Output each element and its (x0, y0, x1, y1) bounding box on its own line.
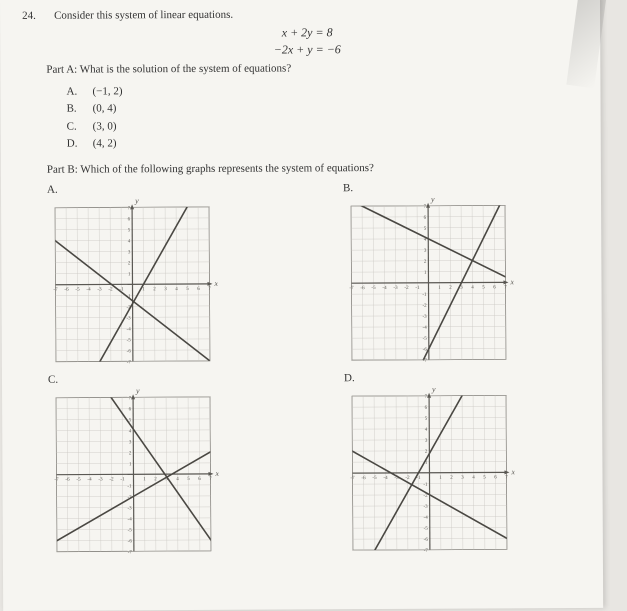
svg-text:-3: -3 (98, 477, 103, 482)
svg-text:-4: -4 (382, 286, 387, 291)
svg-text:-6: -6 (127, 349, 132, 354)
svg-text:-7: -7 (53, 288, 58, 293)
choice-text: (4, 2) (93, 136, 117, 154)
svg-text:-5: -5 (75, 288, 80, 293)
svg-text:x: x (510, 467, 514, 476)
choice-text: (−1, 2) (92, 83, 122, 101)
choice-d: D. (4, 2) (67, 133, 579, 153)
svg-text:-3: -3 (393, 286, 398, 291)
graph-cell-d: D. xy-7-6-5-4-3-2-112345671234567-1-2-3-… (344, 371, 581, 558)
svg-text:-4: -4 (86, 287, 91, 292)
graph-a: xy-7-6-5-4-3-2-112345671234567-1-2-3-4-5… (47, 199, 218, 370)
svg-text:y: y (431, 387, 436, 393)
svg-text:x: x (214, 469, 218, 478)
svg-text:-6: -6 (360, 286, 365, 291)
svg-text:-5: -5 (423, 337, 428, 342)
svg-text:x: x (509, 277, 513, 286)
svg-text:-6: -6 (424, 538, 429, 543)
svg-text:-2: -2 (423, 494, 428, 499)
svg-text:-7: -7 (350, 476, 355, 481)
graph-label-a: A. (47, 182, 283, 195)
worksheet-page: 24. Consider this system of linear equat… (0, 0, 603, 611)
svg-text:-4: -4 (128, 517, 133, 522)
svg-text:-7: -7 (127, 360, 132, 365)
equation-block: x + 2y = 8 −2x + y = −6 (36, 23, 578, 59)
svg-text:-3: -3 (423, 505, 428, 510)
graph-b: xy-7-6-5-4-3-2-112345671234567-1-2-3-4-5… (343, 197, 514, 368)
question-number: 24. (22, 10, 36, 22)
svg-text:-6: -6 (361, 476, 366, 481)
svg-text:-5: -5 (127, 338, 132, 343)
svg-text:y: y (430, 197, 435, 203)
svg-text:-5: -5 (372, 476, 377, 481)
svg-text:-1: -1 (127, 484, 132, 489)
svg-text:-3: -3 (127, 506, 132, 511)
svg-text:-7: -7 (128, 550, 133, 555)
choice-letter: C. (67, 118, 83, 136)
svg-text:-4: -4 (87, 477, 92, 482)
svg-text:-6: -6 (65, 478, 70, 483)
graph-label-b: B. (343, 181, 579, 194)
choice-text: (3, 0) (93, 118, 117, 136)
svg-text:-7: -7 (54, 478, 59, 483)
svg-text:-4: -4 (127, 327, 132, 332)
svg-text:-3: -3 (422, 315, 427, 320)
svg-text:-5: -5 (76, 478, 81, 483)
graph-c: xy-7-6-5-4-3-2-112345671234567-1-2-3-4-5… (48, 389, 219, 560)
svg-text:-5: -5 (371, 286, 376, 291)
choice-letter: B. (67, 101, 83, 119)
svg-text:-4: -4 (424, 516, 429, 521)
svg-text:7: 7 (208, 287, 211, 292)
svg-text:7: 7 (209, 477, 212, 482)
svg-text:7: 7 (505, 475, 508, 480)
svg-text:7: 7 (504, 285, 507, 290)
svg-text:-2: -2 (405, 476, 410, 481)
svg-text:-3: -3 (126, 316, 131, 321)
svg-text:-2: -2 (422, 304, 427, 309)
svg-text:-7: -7 (349, 286, 354, 291)
svg-text:-1: -1 (415, 286, 420, 291)
choice-text: (0, 4) (93, 101, 117, 119)
svg-text:-1: -1 (120, 477, 125, 482)
graph-label-c: C. (48, 372, 284, 385)
graphs-grid: A. xy-7-6-5-4-3-2-112345671234567-1-2-3-… (47, 181, 581, 560)
svg-text:y: y (135, 389, 140, 395)
graph-label-d: D. (344, 371, 580, 384)
question-stem: Consider this system of linear equations… (54, 7, 578, 22)
graph-cell-b: B. xy-7-6-5-4-3-2-112345671234567-1-2-3-… (343, 181, 580, 368)
svg-text:-4: -4 (423, 326, 428, 331)
svg-text:-6: -6 (128, 539, 133, 544)
svg-text:-5: -5 (128, 528, 133, 533)
svg-text:-1: -1 (423, 483, 428, 488)
svg-text:-7: -7 (424, 549, 429, 554)
svg-text:-5: -5 (424, 527, 429, 532)
svg-text:-3: -3 (97, 287, 102, 292)
svg-text:-4: -4 (383, 476, 388, 481)
svg-text:y: y (134, 199, 139, 205)
svg-text:-2: -2 (404, 286, 409, 291)
answer-choices: A. (−1, 2) B. (0, 4) C. (3, 0) D. (4, 2) (66, 81, 578, 154)
equation-2: −2x + y = −6 (36, 40, 578, 60)
part-b-prompt: Part B: Which of the following graphs re… (47, 161, 579, 176)
svg-text:-2: -2 (108, 287, 113, 292)
graph-d: xy-7-6-5-4-3-2-112345671234567-1-2-3-4-5… (344, 387, 515, 558)
graph-cell-c: C. xy-7-6-5-4-3-2-112345671234567-1-2-3-… (48, 372, 285, 559)
graph-cell-a: A. xy-7-6-5-4-3-2-112345671234567-1-2-3-… (47, 182, 284, 369)
svg-text:-1: -1 (422, 293, 427, 298)
svg-text:-2: -2 (109, 477, 114, 482)
svg-text:-6: -6 (64, 288, 69, 293)
choice-letter: D. (67, 136, 83, 154)
part-a-prompt: Part A: What is the solution of the syst… (46, 61, 578, 76)
choice-letter: A. (66, 83, 82, 101)
svg-text:x: x (213, 279, 217, 288)
